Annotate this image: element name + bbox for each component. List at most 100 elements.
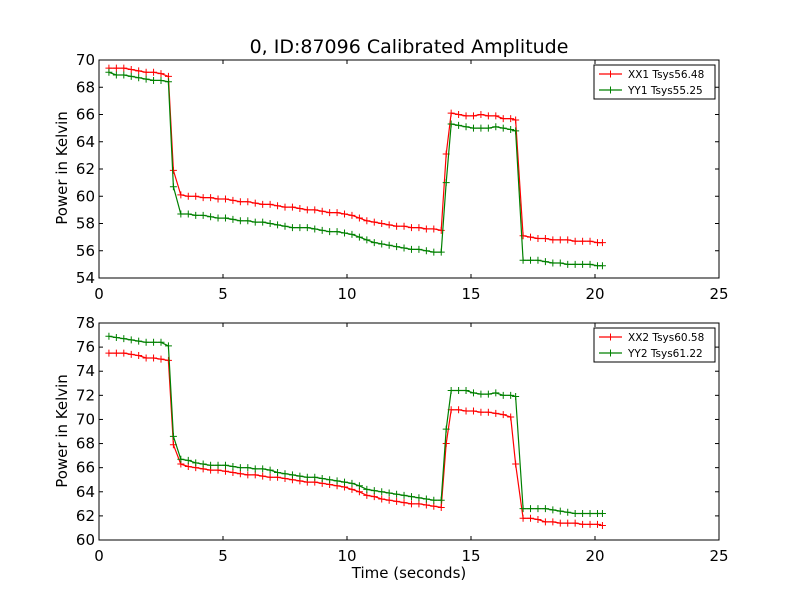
chart-2-series-2-point	[422, 495, 430, 503]
chart-1-y-tick-label: 70	[76, 51, 95, 69]
chart-1-series-2-point	[407, 245, 415, 253]
chart-1-series-1-point	[462, 112, 470, 120]
chart-2-series-2-point	[541, 505, 549, 513]
chart-2-series-1-point	[142, 354, 150, 362]
chart-2-series-2-point	[244, 464, 252, 472]
chart-2-series-1-point	[393, 497, 401, 505]
chart-2-series-2-point	[556, 507, 564, 515]
chart-2-series-2-point	[326, 476, 334, 484]
chart-2-x-tick-label: 5	[218, 547, 228, 565]
chart-1-series-1-point	[499, 115, 507, 123]
chart-2-series-1-point	[184, 462, 192, 470]
chart-1-x-tick-label: 5	[218, 285, 228, 303]
chart-1-series-2-point	[422, 247, 430, 255]
chart-1-series-1-point	[199, 194, 207, 202]
chart-2-series-1-point	[564, 519, 572, 527]
chart-2-y-tick-label: 66	[76, 459, 95, 477]
chart-1-ylabel: Power in Kelvin	[53, 111, 71, 225]
chart-1-series-1-point	[150, 68, 158, 76]
chart-2-series-2-point	[385, 489, 393, 497]
chart-2-series-1-point	[492, 409, 500, 417]
chart-1-series-2-point	[127, 72, 135, 80]
chart-1-series-2-point	[492, 123, 500, 131]
chart-1-series-1-point	[400, 222, 408, 230]
chart-2-series-2-point	[507, 391, 515, 399]
chart-2-series-2-point	[571, 509, 579, 517]
chart-1-series-1-point	[259, 200, 267, 208]
chart-1-x-tick-label: 20	[585, 285, 604, 303]
chart-2-series-2-point	[236, 464, 244, 472]
chart-1-series-2-point	[462, 123, 470, 131]
chart-1-series-2-point	[527, 256, 535, 264]
chart-2-series-2-point	[484, 390, 492, 398]
chart-1-legend-label-1: XX1 Tsys56.48	[628, 69, 704, 81]
chart-2-series-2-point	[447, 387, 455, 395]
chart-1-series-1-point	[370, 218, 378, 226]
chart-2-legend-label-2: YY2 Tsys61.22	[627, 348, 703, 360]
chart-1-series-2-point	[177, 210, 185, 218]
chart-1-series-1-point	[341, 210, 349, 218]
chart-1-series-1-point	[112, 64, 120, 72]
chart-2-series-1-point	[150, 354, 158, 362]
chart-1-series-1-point	[477, 111, 485, 118]
chart-2-series-2-point	[177, 455, 185, 463]
chart-2-series-2-point	[157, 338, 165, 346]
chart-1-y-tick-label: 56	[76, 242, 95, 260]
chart-1-series-1-point	[422, 225, 430, 233]
chart-1-series-1-point	[214, 195, 222, 203]
chart-1-series-2-point	[415, 245, 423, 253]
chart-1-series-2-point	[598, 262, 606, 270]
chart-1-series-1-point	[274, 202, 282, 210]
chart-1-series-2-point	[112, 71, 120, 79]
chart-1-series-1-point	[142, 68, 150, 76]
chart-2-y-tick-label: 64	[76, 483, 95, 501]
chart-2-legend: XX2 Tsys60.58 YY2 Tsys61.22	[593, 327, 716, 363]
chart-2-series-2-point	[442, 425, 450, 433]
chart-1-x-tick-label: 25	[709, 285, 728, 303]
chart-2-series-2-point	[415, 494, 423, 502]
chart-2-series-2-point	[462, 387, 470, 395]
chart-2-series-1-point	[355, 488, 363, 496]
chart-1-series-1-point	[407, 224, 415, 232]
chart-1-series-2-point	[157, 76, 165, 84]
chart-1-series-2-point	[105, 68, 113, 76]
chart-1-series-1-point	[157, 70, 165, 78]
chart-2-series-1-point	[415, 500, 423, 508]
chart-2-series-2-point	[333, 477, 341, 485]
chart-2-series-2-point	[135, 337, 143, 345]
chart-2-series-2-point	[311, 473, 319, 481]
chart-1-series-2-point	[120, 71, 128, 79]
chart-1-y-tick-label: 54	[76, 269, 95, 287]
chart-2-series-2-point	[207, 461, 215, 469]
chart-1-series-1-point	[527, 233, 535, 241]
chart-2-series-2-point	[274, 468, 282, 476]
chart-2-series-2-point	[348, 479, 356, 487]
chart-2-series-2-point	[400, 491, 408, 499]
chart-1-series-1-point	[127, 66, 135, 74]
chart-2-series-1-point	[422, 501, 430, 509]
chart-2-series-2-point	[519, 505, 527, 513]
chart-2-y-tick-label: 62	[76, 507, 95, 525]
chart-1-series-1-point	[251, 199, 259, 207]
chart-2-series-1-point	[385, 496, 393, 504]
chart-1-series-1-point	[288, 203, 296, 211]
chart-2-series-2-point	[492, 389, 500, 397]
chart-1-series-2-point	[244, 217, 252, 225]
chart-2-legend-marker-1	[607, 333, 614, 341]
chart-1-series-2-point	[534, 256, 542, 264]
chart-1-series-1-point	[469, 112, 477, 120]
chart-1-series-2	[105, 68, 606, 270]
chart-2-series-1-point	[549, 518, 557, 526]
chart-2-series-2-point	[363, 485, 371, 493]
chart-1-series-2-point	[541, 258, 549, 266]
chart-1-series-1-point	[296, 205, 304, 213]
chart-1-series-2-point	[370, 239, 378, 247]
chart-2-series-2-point	[259, 465, 267, 473]
chart-1-series-2-point	[303, 224, 311, 232]
chart-1-series-1-point	[484, 112, 492, 120]
chart-2-series-1-point	[586, 520, 594, 528]
chart-1-y-tick-label: 64	[76, 133, 95, 151]
chart-2-series-2-point	[288, 471, 296, 479]
